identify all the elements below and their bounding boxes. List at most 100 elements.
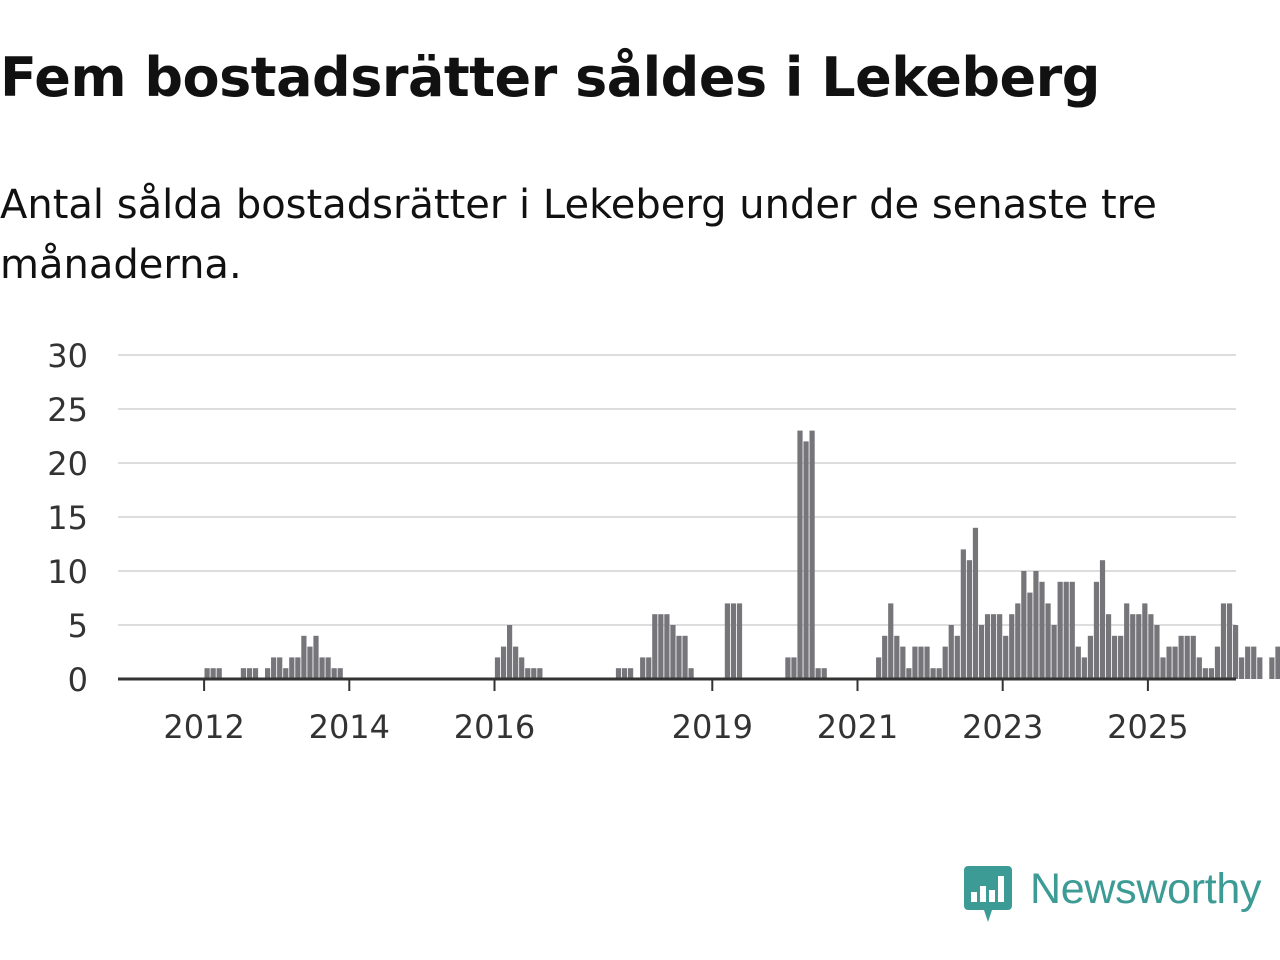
- bar: [803, 441, 809, 679]
- bar: [277, 657, 283, 679]
- bar: [894, 635, 900, 679]
- x-tick-label: 2019: [672, 708, 753, 746]
- bar: [537, 668, 543, 679]
- bar: [900, 646, 906, 679]
- bar: [337, 668, 343, 679]
- bar: [948, 625, 954, 679]
- y-tick-label: 25: [47, 391, 88, 429]
- bar: [797, 430, 803, 679]
- bars: [204, 430, 1280, 679]
- bar: [1099, 560, 1106, 679]
- bar: [500, 646, 507, 679]
- bar: [688, 668, 694, 679]
- bar: [531, 668, 537, 679]
- bar: [525, 668, 531, 679]
- bar: [1003, 635, 1009, 679]
- bar: [997, 614, 1003, 679]
- bar: [1130, 614, 1136, 679]
- bar: [906, 668, 912, 679]
- bar: [640, 657, 646, 679]
- bar: [1136, 614, 1142, 679]
- bar: [676, 635, 682, 679]
- bar: [809, 430, 815, 679]
- y-axis-labels: 0 5 10 15 20 25 30: [47, 337, 88, 699]
- bar: [1009, 614, 1015, 679]
- bar: [1257, 657, 1263, 679]
- bar: [216, 668, 222, 679]
- bar: [301, 635, 307, 679]
- bar: [991, 614, 997, 679]
- bar: [791, 657, 797, 679]
- bar: [1154, 625, 1160, 679]
- bar: [1069, 581, 1075, 679]
- newsworthy-logo[interactable]: Newsworthy: [962, 862, 1261, 926]
- x-axis-ticks: 2012 2014 2016 2019 2021 2023 2025: [163, 679, 1189, 746]
- bar: [658, 614, 664, 679]
- bar: [815, 668, 821, 679]
- bar: [972, 527, 979, 679]
- bar: [978, 625, 985, 679]
- bar: [1208, 668, 1214, 679]
- bar: [1105, 614, 1112, 679]
- bar: [1057, 581, 1063, 679]
- bar: [507, 625, 513, 679]
- bar: [615, 668, 622, 679]
- bar: [930, 668, 936, 679]
- bar: [966, 560, 972, 679]
- bar: [1190, 635, 1196, 679]
- bar: [646, 657, 652, 679]
- bar: [271, 657, 277, 679]
- bar: [494, 657, 501, 679]
- bar: [283, 668, 289, 679]
- bar: [1251, 646, 1257, 679]
- bar: [736, 603, 743, 679]
- x-tick-label: 2021: [817, 708, 898, 746]
- bar: [621, 668, 628, 679]
- bar: [1075, 646, 1081, 679]
- bar: [724, 603, 730, 679]
- bar: [1233, 625, 1239, 679]
- y-tick-label: 30: [47, 337, 88, 375]
- bar: [882, 635, 888, 679]
- bar: [1226, 603, 1233, 679]
- chart-subtitle: Antal sålda bostadsrätter i Lekeberg und…: [0, 182, 1157, 288]
- bar: [1239, 657, 1245, 679]
- bar: [513, 646, 519, 679]
- bar: [1124, 603, 1130, 679]
- bar: [1027, 592, 1033, 679]
- bar: [252, 668, 259, 679]
- bar: [331, 668, 337, 679]
- bar: [289, 657, 295, 679]
- bar: [984, 614, 991, 679]
- bar: [204, 668, 210, 679]
- y-tick-label: 20: [47, 445, 88, 483]
- bar: [1220, 603, 1227, 679]
- bar: [1021, 571, 1027, 679]
- bar: [912, 646, 918, 679]
- bar: [1063, 581, 1069, 679]
- bar: [1196, 657, 1202, 679]
- bar: [265, 668, 271, 679]
- bar: [628, 668, 634, 679]
- bar: [240, 668, 246, 679]
- bar: [888, 603, 894, 679]
- bar: [519, 657, 525, 679]
- bar: [1093, 581, 1100, 679]
- bar: [1269, 657, 1275, 679]
- bar: [918, 646, 924, 679]
- bar: [295, 657, 301, 679]
- bar: [1033, 571, 1039, 679]
- bar: [246, 668, 253, 679]
- newsworthy-logo-icon: [964, 866, 1012, 922]
- bar: [319, 657, 325, 679]
- bar: [1148, 614, 1154, 679]
- bar: [924, 646, 930, 679]
- x-tick-label: 2025: [1107, 708, 1188, 746]
- x-tick-label: 2016: [454, 708, 535, 746]
- bar: [210, 668, 216, 679]
- bar: [682, 635, 688, 679]
- x-tick-label: 2014: [309, 708, 390, 746]
- y-tick-label: 15: [47, 499, 88, 537]
- y-tick-label: 10: [47, 553, 88, 591]
- bar: [1087, 635, 1093, 679]
